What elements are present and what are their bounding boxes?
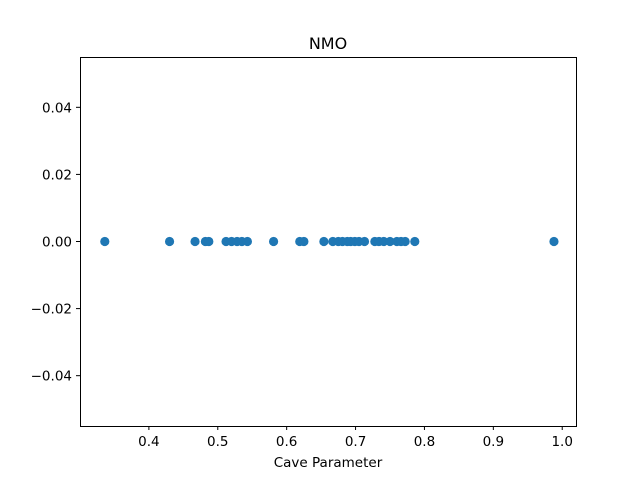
data-point [268,236,279,247]
x-axis-ticks: 0.4 0.5 0.6 0.7 0.8 0.9 1.0 [138,426,573,450]
x-tick-label: 0.8 [414,434,435,450]
plot-area-frame [80,57,577,427]
data-point [164,236,175,247]
data-point [299,236,309,247]
x-axis-label: Cave Parameter [274,455,383,471]
data-point [400,236,410,247]
y-tick-label: −0.02 [31,302,72,318]
y-tick-label: −0.04 [31,369,72,385]
data-point [385,236,395,247]
data-points [100,236,559,247]
x-tick-label: 0.9 [483,434,504,450]
data-point [359,236,370,247]
x-tick-label: 0.4 [138,434,159,450]
y-tick-label: 0.04 [42,100,72,116]
data-point [549,236,559,247]
y-axis-ticks: 0.04 0.02 0.00 −0.02 −0.04 [31,100,80,385]
data-point [319,236,329,247]
data-point [410,236,420,247]
data-point [204,236,214,247]
chart-title: NMO [309,34,347,53]
data-point [242,236,252,247]
x-tick-label: 1.0 [551,434,572,450]
data-point [190,236,200,247]
x-tick-label: 0.5 [207,434,228,450]
y-tick-label: 0.02 [42,167,72,183]
x-tick-label: 0.7 [345,434,366,450]
data-point [100,236,110,247]
x-tick-label: 0.6 [276,434,297,450]
y-tick-label: 0.00 [42,235,72,251]
